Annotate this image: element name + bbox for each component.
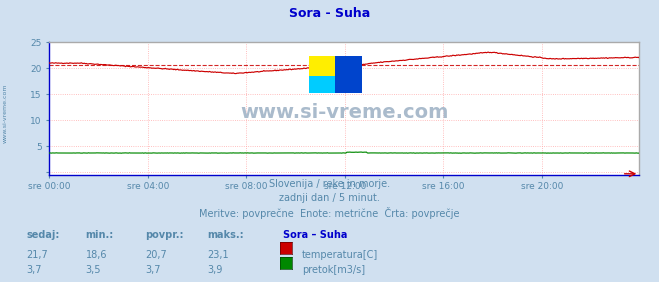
Text: 21,7: 21,7 <box>26 250 48 259</box>
Text: maks.:: maks.: <box>208 230 244 240</box>
Text: povpr.:: povpr.: <box>145 230 183 240</box>
Text: min.:: min.: <box>86 230 114 240</box>
Bar <box>309 56 335 93</box>
Text: Slovenija / reke in morje.: Slovenija / reke in morje. <box>269 179 390 189</box>
Bar <box>335 56 362 93</box>
Text: 3,5: 3,5 <box>86 265 101 275</box>
Text: zadnji dan / 5 minut.: zadnji dan / 5 minut. <box>279 193 380 203</box>
Text: www.si-vreme.com: www.si-vreme.com <box>240 103 449 122</box>
Text: www.si-vreme.com: www.si-vreme.com <box>3 83 8 142</box>
Text: 18,6: 18,6 <box>86 250 107 259</box>
Text: Sora – Suha: Sora – Suha <box>283 230 348 240</box>
Text: temperatura[C]: temperatura[C] <box>302 250 378 259</box>
Text: pretok[m3/s]: pretok[m3/s] <box>302 265 365 275</box>
Text: 3,9: 3,9 <box>208 265 223 275</box>
Text: 20,7: 20,7 <box>145 250 167 259</box>
Text: 23,1: 23,1 <box>208 250 229 259</box>
Text: 3,7: 3,7 <box>145 265 161 275</box>
Bar <box>309 76 335 93</box>
Text: Meritve: povprečne  Enote: metrične  Črta: povprečje: Meritve: povprečne Enote: metrične Črta:… <box>199 207 460 219</box>
Text: Sora - Suha: Sora - Suha <box>289 7 370 20</box>
Text: sedaj:: sedaj: <box>26 230 60 240</box>
Text: 3,7: 3,7 <box>26 265 42 275</box>
